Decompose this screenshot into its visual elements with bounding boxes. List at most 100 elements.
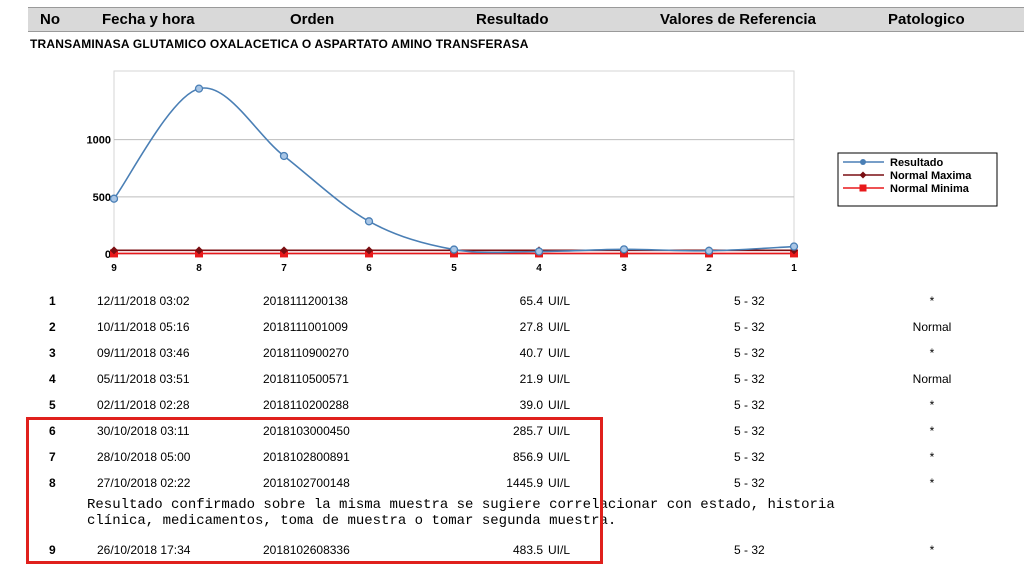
x-tick-label: 8 — [196, 263, 202, 274]
data-point-resultado — [619, 245, 629, 254]
cell-patologico: Normal — [912, 372, 952, 386]
data-point-resultado — [364, 217, 374, 226]
cell-no: 1 — [49, 294, 56, 308]
y-tick-label: 0 — [105, 249, 111, 261]
header-referencia: Valores de Referencia — [660, 11, 816, 28]
cell-patologico: Normal — [912, 320, 952, 334]
y-tick-label: 500 — [93, 192, 111, 204]
series-line-resultado — [113, 87, 795, 254]
cell-unidad: UI/L — [548, 320, 571, 334]
table-row: 5 02/11/2018 02:28 2018110200288 39.0 UI/L 5 … — [0, 398, 1024, 420]
cell-resultado: 27.8 — [519, 320, 543, 334]
cell-unidad: UI/L — [548, 294, 571, 308]
data-point-resultado — [534, 247, 544, 256]
cell-orden: 2018111200138 — [263, 294, 348, 308]
cell-no: 9 — [49, 543, 56, 557]
cell-fecha: 05/11/2018 03:51 — [97, 372, 190, 386]
cell-fecha: 30/10/2018 03:11 — [97, 424, 190, 438]
highlight-box — [26, 417, 603, 564]
table-row: 6 30/10/2018 03:11 2018103000450 285.7 UI/L 5… — [0, 424, 1024, 446]
cell-patologico: * — [929, 543, 935, 557]
cell-referencia: 5 - 32 — [734, 346, 765, 360]
table-row: 1 12/11/2018 03:02 2018111200138 65.4 UI/L 5 … — [0, 294, 1024, 316]
data-point-resultado — [449, 245, 459, 254]
data-point-resultado — [279, 151, 289, 161]
data-point-resultado — [194, 84, 204, 93]
cell-fecha: 28/10/2018 05:00 — [97, 450, 191, 464]
cell-no: 3 — [49, 346, 56, 360]
cell-resultado: 40.7 — [519, 346, 543, 360]
legend-label: Resultado — [890, 157, 943, 169]
table-row: 7 28/10/2018 05:00 2018102800891 856.9 UI/L 5… — [0, 450, 1024, 472]
cell-fecha: 12/11/2018 03:02 — [97, 294, 190, 308]
header-patologico: Patologico — [888, 11, 965, 28]
x-tick-label: 5 — [451, 263, 457, 274]
data-point-normal-maxima — [280, 246, 288, 255]
cell-orden: 2018102608336 — [263, 543, 350, 557]
cell-no: 7 — [49, 450, 56, 464]
legend-label: Normal Minima — [890, 183, 970, 195]
cell-no: 5 — [49, 398, 56, 412]
test-name: TRANSAMINASA GLUTAMICO OXALACETICA O ASP… — [30, 37, 529, 51]
cell-referencia: 5 - 32 — [734, 543, 765, 557]
cell-orden: 2018110500571 — [263, 372, 349, 386]
cell-patologico: * — [929, 294, 935, 308]
x-tick-label: 9 — [111, 263, 117, 274]
cell-patologico: * — [929, 476, 935, 490]
cell-unidad: UI/L — [548, 543, 571, 557]
cell-fecha: 27/10/2018 02:22 — [97, 476, 191, 490]
cell-no: 6 — [49, 424, 56, 438]
cell-orden: 2018103000450 — [263, 424, 350, 438]
cell-fecha: 09/11/2018 03:46 — [97, 346, 190, 360]
cell-unidad: UI/L — [548, 398, 571, 412]
header-resultado: Resultado — [476, 11, 549, 28]
cell-no: 8 — [49, 476, 56, 490]
legend-marker — [860, 159, 866, 165]
x-tick-label: 1 — [791, 263, 797, 274]
cell-resultado: 1445.9 — [506, 476, 543, 490]
cell-fecha: 26/10/2018 17:34 — [97, 543, 191, 557]
x-tick-label: 2 — [706, 263, 712, 274]
cell-referencia: 5 - 32 — [734, 372, 765, 386]
cell-orden: 2018110900270 — [263, 346, 349, 360]
cell-resultado: 483.5 — [512, 543, 543, 557]
x-tick-label: 3 — [621, 263, 627, 274]
header-fecha: Fecha y hora — [102, 11, 195, 28]
cell-resultado: 285.7 — [512, 424, 543, 438]
cell-referencia: 5 - 32 — [734, 450, 765, 464]
table-header: No Fecha y hora Orden Resultado Valores … — [28, 7, 1024, 32]
data-point-resultado — [789, 242, 799, 251]
header-no: No — [40, 11, 60, 28]
cell-patologico: * — [929, 398, 935, 412]
cell-referencia: 5 - 32 — [734, 398, 765, 412]
legend-label: Normal Maxima — [890, 170, 972, 182]
cell-patologico: * — [929, 424, 935, 438]
cell-fecha: 02/11/2018 02:28 — [97, 398, 190, 412]
result-comment: Resultado confirmado sobre la misma mues… — [87, 497, 835, 529]
cell-referencia: 5 - 32 — [734, 320, 765, 334]
x-tick-label: 6 — [366, 263, 372, 274]
legend-marker — [859, 184, 867, 192]
cell-referencia: 5 - 32 — [734, 294, 765, 308]
x-tick-label: 7 — [281, 263, 287, 274]
cell-unidad: UI/L — [548, 346, 571, 360]
data-point-normal-maxima — [110, 246, 118, 255]
cell-resultado: 21.9 — [519, 372, 543, 386]
cell-resultado: 856.9 — [512, 450, 543, 464]
cell-fecha: 10/11/2018 05:16 — [97, 320, 190, 334]
data-point-resultado — [704, 246, 714, 255]
cell-unidad: UI/L — [548, 424, 571, 438]
cell-unidad: UI/L — [548, 450, 571, 464]
table-row: 2 10/11/2018 05:16 2018111001009 27.8 UI/L 5 … — [0, 320, 1024, 342]
cell-no: 4 — [49, 372, 56, 386]
cell-unidad: UI/L — [548, 372, 571, 386]
header-orden: Orden — [290, 11, 335, 28]
cell-resultado: 39.0 — [519, 398, 543, 412]
cell-referencia: 5 - 32 — [734, 424, 765, 438]
y-tick-label: 1000 — [87, 135, 111, 147]
cell-no: 2 — [49, 320, 56, 334]
cell-patologico: * — [929, 346, 935, 360]
x-tick-label: 4 — [536, 263, 542, 274]
cell-resultado: 65.4 — [519, 294, 543, 308]
